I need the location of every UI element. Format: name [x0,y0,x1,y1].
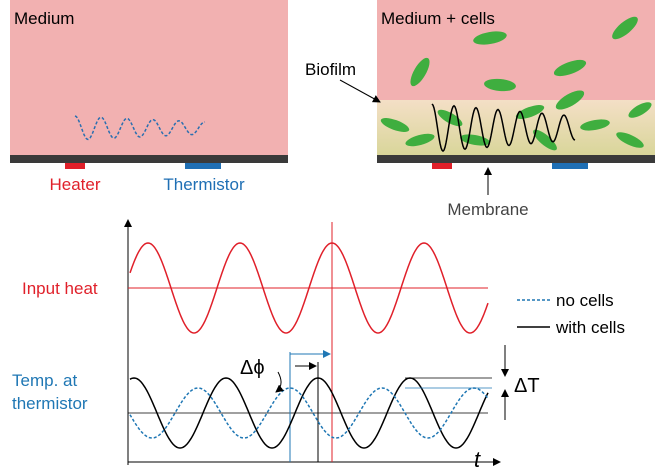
label: Biofilm [305,60,356,79]
panel-title: Medium + cells [381,9,495,28]
arrow [276,372,281,392]
label: Temp. at [12,371,77,390]
thermistor [552,163,588,169]
membrane-bar [377,155,655,163]
phase-label: Δϕ [240,357,265,379]
amplitude-label: ΔT [514,375,540,397]
axis-label: t [474,447,481,467]
thermistor [185,163,221,169]
membrane-bar [10,155,288,163]
heater [65,163,85,169]
legend-label: with cells [555,318,625,337]
label: Heater [49,175,100,194]
label: thermistor [12,394,88,413]
panel-title: Medium [14,9,74,28]
label: Membrane [447,200,528,219]
label: Thermistor [163,175,245,194]
label: Input heat [22,279,98,298]
figure: Medium Heater Thermistor Medium + cells … [0,0,658,467]
legend-label: no cells [556,291,614,310]
biofilm [377,100,655,155]
arrow [340,80,380,102]
heater [432,163,452,169]
